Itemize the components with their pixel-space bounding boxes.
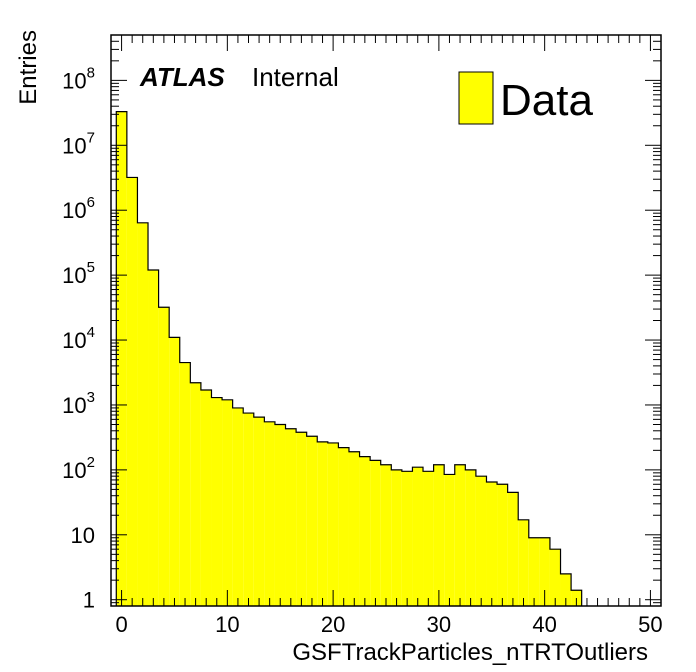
histogram-bars [115, 111, 583, 607]
histogram-bar [296, 432, 307, 606]
histogram-bar [348, 451, 360, 606]
y-axis-title: Entries [15, 30, 42, 105]
histogram-bar [306, 436, 318, 606]
histogram-bar [528, 537, 540, 606]
histogram-bar [370, 460, 381, 606]
histogram-bar [137, 222, 149, 607]
histogram-bar [317, 441, 328, 606]
axis-ticks [110, 34, 662, 607]
x-tick-label: 40 [532, 612, 556, 637]
y-tick-label: 107 [62, 129, 95, 158]
axis-tick-labels: 0 10 20 30 40 50 1 10 102 103 104 105 106 107 108 [62, 64, 662, 637]
histogram-bar [274, 424, 286, 606]
histogram-bar [190, 382, 201, 606]
histogram-bar [200, 389, 212, 606]
histogram-bar [560, 573, 572, 606]
y-tick-label: 102 [62, 454, 95, 483]
y-tick-label: 108 [62, 64, 95, 93]
histogram-bar [126, 177, 138, 606]
atlas-label: ATLAS Internal [139, 62, 339, 92]
histogram-bar [232, 407, 244, 606]
histogram-bar [359, 456, 371, 606]
histogram-bar [391, 469, 402, 606]
x-tick-label: 20 [321, 612, 345, 637]
x-tick-label: 30 [427, 612, 451, 637]
y-tick-label: 103 [62, 389, 95, 418]
histogram-bar [222, 399, 233, 606]
legend: Data [458, 71, 593, 125]
histogram-bar [507, 492, 519, 606]
histogram-bar [401, 471, 413, 606]
atlas-bold-text: ATLAS [139, 62, 225, 92]
y-tick-label: 105 [62, 259, 95, 288]
histogram-bar [497, 484, 508, 606]
histogram-outline [115, 111, 583, 606]
histogram-bar [549, 549, 561, 606]
histogram-bar [116, 111, 127, 606]
x-tick-label: 50 [638, 612, 662, 637]
histogram-bar [444, 474, 455, 606]
histogram-bar [179, 362, 191, 606]
histogram-bar [169, 337, 180, 606]
histogram-bar [539, 537, 550, 606]
histogram-bar [148, 269, 159, 606]
x-tick-label: 0 [115, 612, 127, 637]
histogram-bar [264, 421, 275, 606]
histogram-bar [380, 464, 392, 606]
histogram-bar [243, 413, 254, 606]
histogram-bar [158, 307, 170, 606]
histogram-bar [454, 464, 466, 606]
histogram-bar [423, 471, 434, 606]
y-tick-label: 104 [62, 324, 95, 353]
legend-label-data: Data [500, 76, 593, 125]
histogram-bar [253, 417, 265, 606]
histogram-bar [412, 467, 424, 606]
x-axis-title: GSFTrackParticles_nTRTOutliers [292, 639, 648, 666]
atlas-internal-text: Internal [252, 62, 339, 92]
histogram-bar [433, 464, 445, 606]
y-tick-label: 10 [71, 523, 95, 548]
y-tick-label: 1 [83, 588, 95, 613]
legend-swatch-data [458, 71, 494, 125]
histogram-bar [465, 469, 476, 606]
histogram-bar [211, 397, 223, 606]
histogram-bar [518, 519, 529, 606]
histogram-bar [285, 428, 297, 606]
histogram-bar [475, 476, 487, 606]
histogram-bar [338, 447, 349, 606]
x-tick-label: 10 [215, 612, 239, 637]
histogram-bar [486, 482, 498, 606]
y-tick-label: 106 [62, 194, 95, 223]
histogram-bar [327, 442, 339, 606]
